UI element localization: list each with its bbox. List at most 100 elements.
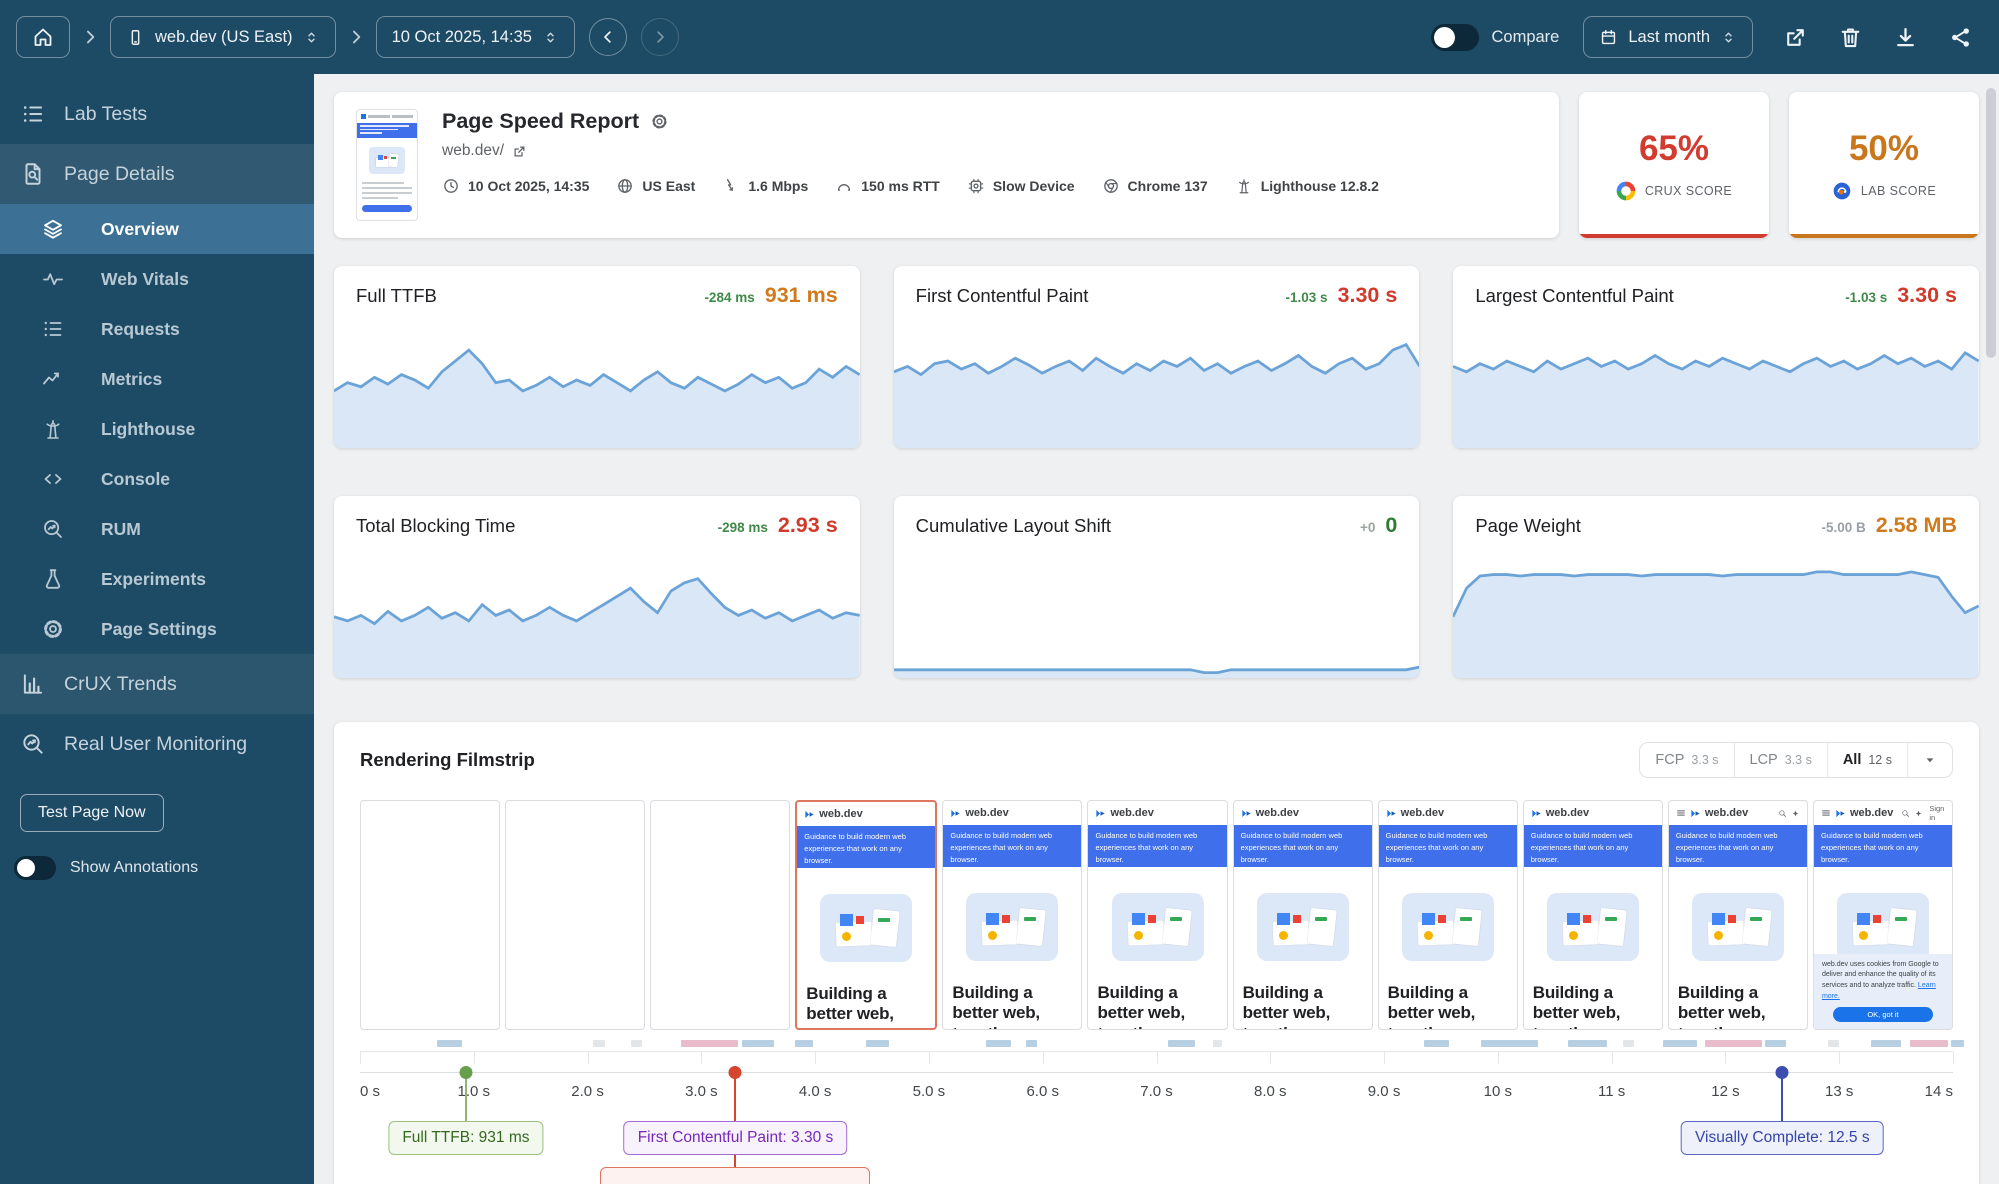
metric-delta: -298 ms: [717, 520, 768, 535]
annotation-full-ttfb: Full TTFB: 931 ms: [388, 1121, 544, 1155]
filmstrip-tab-fcp[interactable]: FCP 3.3 s: [1640, 743, 1735, 777]
timeline-tick: [1156, 1052, 1158, 1064]
metric-title: Largest Contentful Paint: [1475, 285, 1674, 306]
metric-sparkline: [334, 348, 860, 448]
frame-illustration: [1836, 893, 1929, 961]
filmstrip-tabs-dropdown-button[interactable]: [1908, 743, 1952, 777]
sidebar-item-label: Lab Tests: [64, 102, 148, 125]
filmstrip-frame-10[interactable]: web.dev Guidance to build modern web expe…: [1667, 800, 1808, 1030]
star-icon: [1791, 809, 1800, 818]
share-button[interactable]: [1948, 25, 1973, 50]
metric-card-largest-contentful-paint[interactable]: Largest Contentful Paint -1.03 s 3.30 s: [1453, 266, 1979, 448]
compare-toggle[interactable]: [1431, 23, 1480, 51]
sidebar-item-overview[interactable]: Overview: [0, 204, 314, 254]
timeline-tick: [360, 1052, 361, 1064]
report-meta-150-ms-rtt: 150 ms RTT: [835, 177, 940, 195]
report-url[interactable]: web.dev/: [442, 142, 505, 159]
metric-value: 3.30 s: [1337, 283, 1398, 307]
report-meta-1-6-mbps: 1.6 Mbps: [722, 177, 808, 195]
device-selector[interactable]: web.dev (US East): [110, 16, 336, 58]
activity-segment: [1480, 1040, 1538, 1047]
report-settings-icon[interactable]: [650, 112, 669, 131]
home-button[interactable]: [16, 16, 70, 58]
sidebar-item-metrics[interactable]: Metrics: [0, 354, 314, 404]
metric-card-page-weight[interactable]: Page Weight -5.00 B 2.58 MB: [1453, 496, 1979, 678]
page-thumbnail[interactable]: [356, 109, 418, 221]
metric-card-total-blocking-time[interactable]: Total Blocking Time -298 ms 2.93 s: [334, 496, 860, 678]
lighthouse-icon: [1235, 177, 1253, 195]
period-selector[interactable]: Last month: [1583, 16, 1753, 58]
star-icon: [1914, 809, 1923, 818]
sidebar-item-page-settings[interactable]: Page Settings: [0, 604, 314, 654]
web-dev-logo-icon: [1386, 808, 1397, 819]
sidebar-item-requests[interactable]: Requests: [0, 304, 314, 354]
sidebar-item-crux-trends[interactable]: CrUX Trends: [0, 654, 314, 714]
sidebar: Lab Tests Page Details Overview Web Vitals R…: [0, 74, 314, 1184]
lighthouse-icon: [41, 417, 65, 441]
page-search-icon: [20, 161, 46, 187]
breadcrumb-chevron-icon: [80, 27, 100, 47]
scrollbar[interactable]: [1986, 88, 1996, 358]
sidebar-item-rum[interactable]: RUM: [0, 504, 314, 554]
activity-segment: [1213, 1040, 1223, 1047]
filmstrip-frame-5[interactable]: web.dev Guidance to build modern web expe…: [942, 800, 1083, 1030]
sidebar-item-label: Lighthouse: [101, 418, 196, 439]
layers-icon: [41, 217, 65, 241]
chip-icon: [967, 177, 985, 195]
filmstrip-frame-7[interactable]: web.dev Guidance to build modern web expe…: [1232, 800, 1373, 1030]
filmstrip-frame-1[interactable]: [360, 800, 501, 1030]
next-run-button[interactable]: [640, 18, 679, 56]
sidebar-nav: Lab Tests Page Details Overview Web Vitals R…: [0, 74, 314, 774]
filmstrip-frame-3[interactable]: [650, 800, 791, 1030]
sidebar-item-lab-tests[interactable]: Lab Tests: [0, 84, 314, 144]
show-annotations-toggle[interactable]: [14, 856, 56, 880]
sidebar-item-experiments[interactable]: Experiments: [0, 554, 314, 604]
filmstrip-frames: web.dev Guidance to build modern web expe…: [360, 800, 1954, 1030]
metric-card-first-contentful-paint[interactable]: First Contentful Paint -1.03 s 3.30 s: [893, 266, 1420, 448]
timeline-marker-dot: [1775, 1066, 1789, 1079]
filmstrip-frame-8[interactable]: web.dev Guidance to build modern web expe…: [1377, 800, 1518, 1030]
sidebar-item-lighthouse[interactable]: Lighthouse: [0, 404, 314, 454]
report-meta: 10 Oct 2025, 14:35 US East 1.6 Mbps 150 ms …: [442, 177, 1379, 195]
delete-button[interactable]: [1838, 25, 1863, 50]
timeline-tick-label: 4.0 s: [798, 1083, 832, 1100]
activity-segment: [1167, 1040, 1196, 1047]
sidebar-item-label: Page Details: [64, 162, 175, 185]
frame-page-header: web.dev: [797, 802, 935, 826]
test-page-now-button[interactable]: Test Page Now: [20, 794, 164, 832]
metric-title: Total Blocking Time: [356, 515, 516, 536]
run-selector[interactable]: 10 Oct 2025, 14:35: [375, 16, 575, 58]
previous-run-button[interactable]: [588, 18, 627, 56]
filmstrip-frame-9[interactable]: web.dev Guidance to build modern web expe…: [1522, 800, 1663, 1030]
frame-banner: Guidance to build modern web experiences…: [1088, 825, 1227, 867]
search-trend-icon: [20, 731, 46, 757]
metric-title: Full TTFB: [356, 285, 437, 306]
toggle-knob: [1434, 26, 1456, 48]
filmstrip-tab-all[interactable]: All 12 s: [1828, 743, 1908, 777]
download-button[interactable]: [1893, 25, 1918, 50]
updown-icon: [303, 29, 320, 46]
filmstrip-tab-lcp[interactable]: LCP 3.3 s: [1735, 743, 1828, 777]
sidebar-item-real-user-monitoring[interactable]: Real User Monitoring: [0, 714, 314, 774]
frame-illustration: [1256, 893, 1349, 961]
sidebar-item-page-details[interactable]: Page Details: [0, 144, 314, 204]
filmstrip-frame-11[interactable]: web.dev Sign in Guidance to build modern w…: [1812, 800, 1954, 1030]
score-label: LAB SCORE: [1860, 184, 1937, 198]
filmstrip-frame-4[interactable]: web.dev Guidance to build modern web expe…: [795, 800, 938, 1030]
sidebar-item-console[interactable]: Console: [0, 454, 314, 504]
frame-banner: Guidance to build modern web experiences…: [1813, 825, 1953, 867]
sidebar-item-label: RUM: [101, 518, 141, 539]
open-external-button[interactable]: [1783, 25, 1808, 50]
frame-site-name: web.dev: [1110, 807, 1154, 819]
metric-card-cumulative-layout-shift[interactable]: Cumulative Layout Shift +0 0: [893, 496, 1420, 678]
external-link-icon[interactable]: [512, 144, 527, 159]
frame-cookie-link: Learn more.: [1821, 982, 1936, 1001]
annotation-first-contentful-paint: First Contentful Paint: 3.30 s: [623, 1121, 848, 1155]
metric-card-full-ttfb[interactable]: Full TTFB -284 ms 931 ms: [334, 266, 860, 448]
clock-icon: [442, 177, 460, 195]
sidebar-item-web-vitals[interactable]: Web Vitals: [0, 254, 314, 304]
report-body: Page Speed Report web.dev/ 10 Oct 2025, …: [442, 109, 1379, 221]
filmstrip-frame-2[interactable]: [505, 800, 646, 1030]
frame-site-name: web.dev: [965, 807, 1009, 819]
filmstrip-frame-6[interactable]: web.dev Guidance to build modern web expe…: [1087, 800, 1228, 1030]
